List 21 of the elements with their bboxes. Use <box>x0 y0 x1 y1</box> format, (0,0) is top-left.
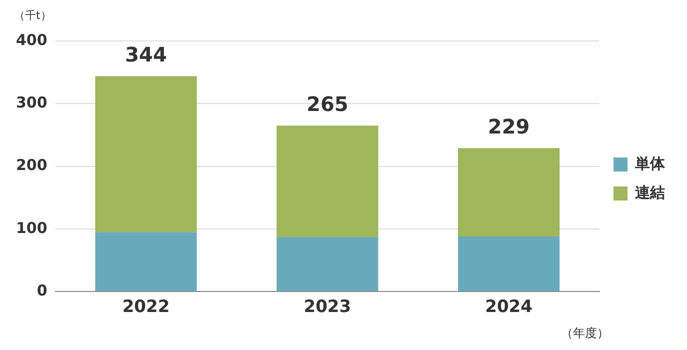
legend-label: 連結 <box>634 183 665 202</box>
bar <box>458 148 560 236</box>
y-tick-label: 100 <box>16 218 48 237</box>
legend-label: 単体 <box>634 154 666 172</box>
total-label: 229 <box>488 114 530 138</box>
total-label: 265 <box>306 92 348 116</box>
y-tick-label: 200 <box>16 156 48 174</box>
x-tick-label: 2023 <box>304 297 352 318</box>
x-tick-label: 2024 <box>485 297 533 318</box>
x-tick-label: 2022 <box>122 297 170 318</box>
bar <box>95 76 197 232</box>
x-axis-title: （年度） <box>561 325 609 342</box>
bar <box>276 126 378 238</box>
y-axis-title: （千t） <box>13 8 52 24</box>
bar <box>95 232 197 292</box>
bar <box>458 236 560 292</box>
total-label: 344 <box>125 42 167 66</box>
y-tick-label: 300 <box>16 94 48 112</box>
y-tick-label: 400 <box>16 30 48 49</box>
y-tick-label: 0 <box>36 281 48 300</box>
bar <box>276 237 378 292</box>
